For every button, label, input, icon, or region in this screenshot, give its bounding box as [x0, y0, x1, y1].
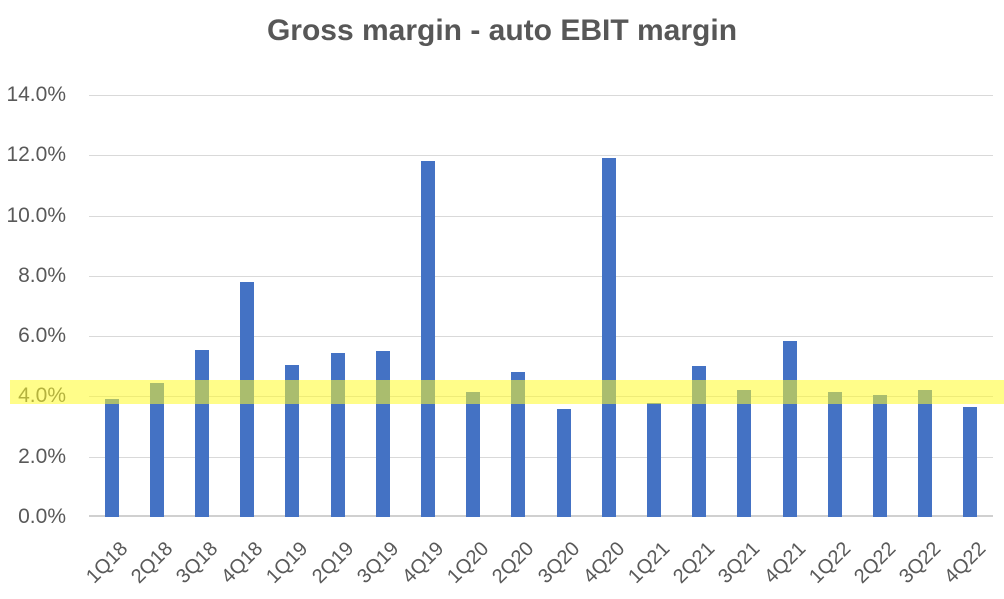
bar-2Q19: [331, 352, 345, 517]
gridline: [89, 336, 993, 337]
bar-2Q18: [150, 382, 164, 517]
gridline: [89, 95, 993, 96]
bar-4Q18: [240, 281, 254, 517]
bar-1Q19: [285, 364, 299, 517]
plot-area: [89, 95, 993, 517]
y-axis-tick-label: 8.0%: [18, 264, 66, 287]
gridline: [89, 396, 993, 397]
y-axis-tick-label: 14.0%: [6, 83, 66, 106]
y-axis-tick-label: 0.0%: [18, 505, 66, 528]
bar-2Q22: [873, 394, 887, 517]
x-axis-line: [89, 515, 993, 517]
x-axis: 1Q18 2Q18 3Q18 4Q18 1Q19 2Q19 3Q19 4Q19 1Q20 2Q20…: [82, 517, 993, 599]
y-axis-tick-label: 10.0%: [6, 204, 66, 227]
y-axis: 0.0% 2.0% 4.0% 6.0% 8.0% 10.0% 12.0% 14.0%: [0, 83, 66, 528]
bar-4Q21: [783, 340, 797, 517]
bar-2Q21: [692, 366, 706, 517]
bar-4Q19: [421, 161, 435, 517]
bar-1Q22: [828, 391, 842, 517]
y-axis-tick-label: 6.0%: [18, 324, 66, 347]
bar-1Q18: [105, 399, 119, 517]
chart-title: Gross margin - auto EBIT margin: [266, 14, 738, 47]
bar-1Q21: [647, 402, 661, 517]
gridline: [89, 216, 993, 217]
bar-1Q20: [466, 391, 480, 517]
gridline: [89, 155, 993, 156]
y-axis-tick-label: 2.0%: [18, 445, 66, 468]
y-axis-tick-label: 4.0%: [18, 384, 66, 407]
bar-3Q22: [918, 390, 932, 517]
bar-4Q22: [963, 407, 977, 517]
bar-4Q20: [602, 158, 616, 517]
bar-3Q20: [557, 408, 571, 517]
bar-3Q21: [737, 390, 751, 517]
bar-2Q20: [511, 372, 525, 517]
gridline: [89, 276, 993, 277]
gridline: [89, 457, 993, 458]
bar-3Q18: [195, 349, 209, 517]
y-axis-tick-label: 12.0%: [6, 143, 66, 166]
bar-3Q19: [376, 351, 390, 517]
